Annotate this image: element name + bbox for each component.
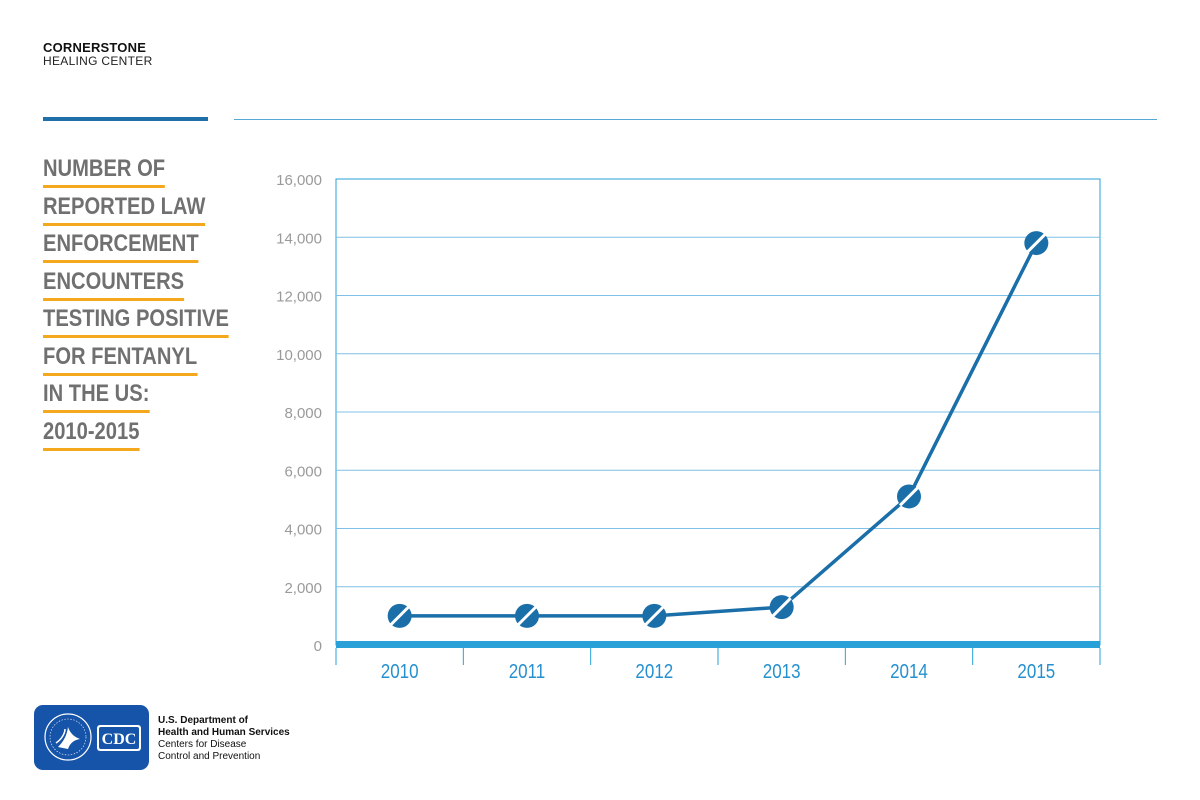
y-tick-label: 10,000 xyxy=(276,347,322,364)
chart-title: NUMBER OF REPORTED LAW ENFORCEMENT ENCOU… xyxy=(43,153,243,453)
y-tick-label: 14,000 xyxy=(276,230,322,247)
data-point-marker xyxy=(642,603,667,628)
title-line: ENFORCEMENT xyxy=(43,228,199,263)
title-line: NUMBER OF xyxy=(43,153,166,188)
pill-score-line xyxy=(516,605,538,626)
x-tick-label: 2010 xyxy=(381,660,419,683)
x-axis-baseline xyxy=(336,641,1100,648)
title-line: TESTING POSITIVE xyxy=(43,303,229,338)
y-tick-label: 8,000 xyxy=(284,405,322,422)
pill-score-line xyxy=(389,605,410,626)
data-point-marker xyxy=(897,484,921,509)
brand-name: CORNERSTONE xyxy=(43,40,147,55)
agency-text: U.S. Department of Health and Human Serv… xyxy=(158,715,358,763)
agency-line-4: Control and Prevention xyxy=(158,751,261,762)
data-point-marker xyxy=(387,603,412,628)
x-tick-label: 2011 xyxy=(509,660,546,683)
pill-score-line xyxy=(771,597,792,618)
title-rule xyxy=(43,117,208,121)
hhs-cdc-logo: CDC xyxy=(34,705,149,770)
data-point-marker xyxy=(769,595,794,620)
agency-line-2: Health and Human Services xyxy=(158,727,290,738)
y-tick-label: 6,000 xyxy=(284,463,322,480)
x-tick-label: 2014 xyxy=(890,660,928,683)
x-tick-label: 2012 xyxy=(635,660,673,683)
title-line: 2010-2015 xyxy=(43,416,140,451)
eagle-seal-icon: CDC xyxy=(44,713,141,761)
title-line: FOR FENTANYL xyxy=(43,341,198,376)
header-rule xyxy=(234,119,1157,120)
y-tick-label: 2,000 xyxy=(284,580,322,597)
title-line: ENCOUNTERS xyxy=(43,266,185,301)
pill-score-line xyxy=(644,605,665,626)
cdc-badge-text: CDC xyxy=(102,731,137,748)
brand-logo: CORNERSTONE HEALING CENTER xyxy=(43,41,153,67)
pill-score-line xyxy=(898,486,920,507)
x-tick-label: 2015 xyxy=(1017,660,1055,683)
x-tick-label: 2013 xyxy=(763,660,801,683)
brand-subtitle: HEALING CENTER xyxy=(43,54,153,68)
y-tick-label: 12,000 xyxy=(276,289,322,306)
data-point-marker xyxy=(515,603,539,628)
title-line: REPORTED LAW xyxy=(43,191,206,226)
y-tick-label: 4,000 xyxy=(284,522,322,539)
agency-line-3: Centers for Disease xyxy=(158,739,247,750)
y-tick-label: 16,000 xyxy=(276,172,322,189)
pill-score-line xyxy=(1026,233,1047,254)
data-point-marker xyxy=(1024,231,1049,256)
y-tick-label: 0 xyxy=(314,638,322,655)
agency-line-1: U.S. Department of xyxy=(158,715,249,726)
series-line xyxy=(399,242,1038,618)
title-line: IN THE US: xyxy=(43,378,150,413)
